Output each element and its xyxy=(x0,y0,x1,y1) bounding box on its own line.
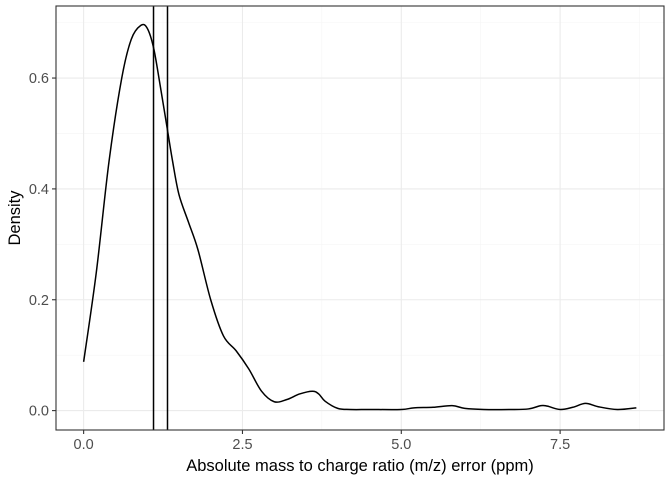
y-axis-title: Density xyxy=(6,190,24,246)
density-curve xyxy=(82,23,637,411)
panel-border xyxy=(55,5,665,431)
x-axis-title: Absolute mass to charge ratio (m/z) erro… xyxy=(186,457,534,475)
y-tick-label: 0.2 xyxy=(29,293,49,309)
y-tick-label: 0.0 xyxy=(29,404,49,420)
grid-layer xyxy=(56,6,664,430)
y-tick-label: 0.4 xyxy=(29,182,49,198)
plot-background xyxy=(56,6,664,430)
series-layer xyxy=(82,23,637,411)
x-tick-label: 2.5 xyxy=(232,437,252,453)
y-tick-label: 0.6 xyxy=(29,71,49,87)
x-tick-label: 5.0 xyxy=(391,437,411,453)
x-tick-label: 0.0 xyxy=(74,437,94,453)
axis-layer: 0.0 2.5 5.0 7.5 0.0 0.2 0.4 0.6 xyxy=(29,71,570,453)
x-tick-label: 7.5 xyxy=(550,437,570,453)
vline-layer xyxy=(152,6,169,430)
